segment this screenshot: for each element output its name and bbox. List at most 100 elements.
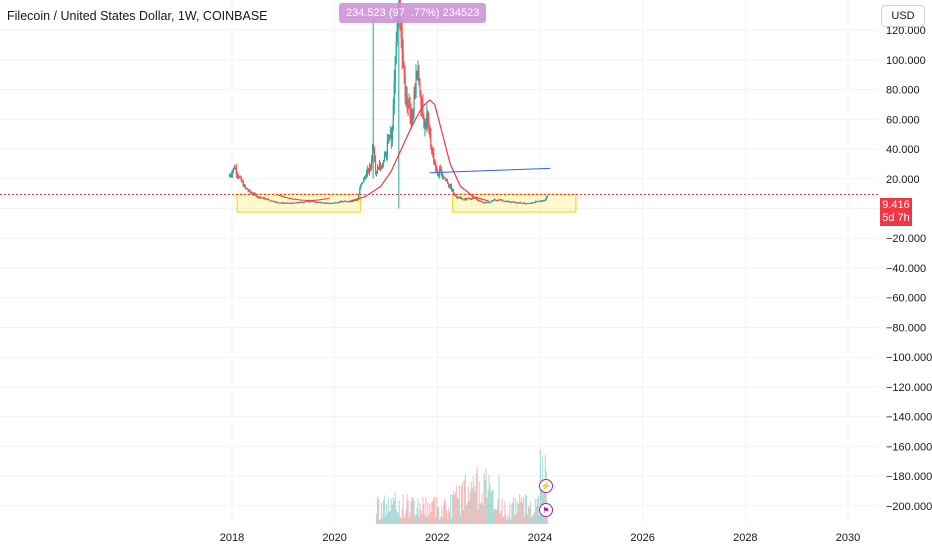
candle-body <box>337 202 339 204</box>
volume-bar <box>384 516 387 524</box>
volume-bar <box>386 513 388 524</box>
candle-body <box>239 177 241 179</box>
candle-body <box>411 109 413 124</box>
candle-body <box>294 202 297 204</box>
volume-bar <box>512 502 514 524</box>
candle-body <box>507 201 509 203</box>
price-axis[interactable]: 120.000 100.000 80.000 60.000 40.000 20.000 −2… <box>886 25 932 513</box>
volume-bar <box>524 516 526 524</box>
candle-body <box>451 189 454 191</box>
candle-body <box>524 202 526 204</box>
volume-bar <box>476 465 478 524</box>
candle-body <box>540 200 542 202</box>
candle-body <box>241 181 243 183</box>
volume-bar <box>402 494 404 524</box>
volume-bar <box>448 512 451 524</box>
candle-body <box>370 159 373 168</box>
candle-body <box>331 202 333 204</box>
moving-average-line <box>278 194 330 201</box>
volume-bars <box>375 449 548 524</box>
candle-body <box>287 202 289 204</box>
volume-bar <box>538 515 541 524</box>
candle-body <box>383 157 386 161</box>
candle-body <box>344 200 346 202</box>
volume-bar <box>450 518 453 524</box>
candle-body <box>402 51 404 66</box>
candle-body <box>418 69 420 85</box>
candle-body <box>237 175 239 178</box>
candle-body <box>469 198 471 200</box>
candle-body <box>542 200 544 202</box>
candle-body <box>231 171 233 175</box>
candle-body <box>235 168 237 174</box>
candle-body <box>347 201 349 203</box>
volume-bar <box>426 517 428 524</box>
volume-bar <box>463 479 465 524</box>
volume-bar <box>483 473 485 524</box>
trend-line <box>429 167 551 174</box>
candle-body <box>492 200 494 202</box>
volume-bar <box>491 489 493 524</box>
candle-body <box>426 113 428 126</box>
us-flag-icon[interactable]: ⚑ <box>539 503 553 517</box>
candle-body <box>310 201 312 203</box>
volume-bar <box>415 514 417 524</box>
candle-body <box>541 200 543 202</box>
candle-body <box>490 201 492 203</box>
volume-bar <box>511 504 513 524</box>
candle-body <box>487 202 489 204</box>
candle-body <box>522 203 524 205</box>
volume-bar <box>380 502 383 524</box>
candle-body <box>261 197 263 199</box>
candle-body <box>543 200 545 202</box>
candle-body <box>250 192 252 194</box>
candle-body <box>292 203 294 205</box>
volume-bar <box>510 519 512 524</box>
x-tick-label: 2028 <box>733 532 757 544</box>
volume-bar <box>434 496 436 524</box>
candle-body <box>465 198 467 200</box>
volume-bar <box>396 513 398 524</box>
price-candles <box>228 0 548 209</box>
candle-body <box>461 198 464 200</box>
volume-bar <box>466 502 468 524</box>
candle-body <box>441 170 443 177</box>
candle-body <box>323 202 325 204</box>
candle-body <box>488 202 490 204</box>
candle-body <box>378 163 381 170</box>
candle-body <box>473 197 475 199</box>
candle-body <box>374 160 377 173</box>
candle-body <box>332 202 334 204</box>
candle-body <box>275 201 277 203</box>
currency-button[interactable]: USD <box>881 5 925 27</box>
volume-bar <box>451 494 454 524</box>
candle-body <box>373 150 376 161</box>
volume-bar <box>492 490 494 524</box>
y-tick-label: 60.000 <box>886 114 920 126</box>
candle-body <box>230 174 233 176</box>
candle-body <box>284 202 286 204</box>
candle-body <box>502 200 504 202</box>
volume-bar <box>418 516 420 524</box>
candle-body <box>495 200 497 202</box>
candle-body <box>500 199 502 201</box>
volume-bar <box>462 509 464 524</box>
volume-bar <box>441 506 443 524</box>
volume-bar <box>528 508 531 524</box>
candle-body <box>244 185 246 188</box>
volume-bar <box>509 502 511 524</box>
candle-body <box>486 202 488 204</box>
lightning-icon[interactable]: ⚡ <box>539 479 553 493</box>
candle-body <box>405 94 407 96</box>
candle-body <box>480 201 482 203</box>
candle-body <box>385 154 387 156</box>
candle-body <box>340 201 342 203</box>
volume-bar <box>381 517 384 524</box>
volume-bar <box>531 515 534 524</box>
time-axis[interactable]: 2018 2020 2022 2024 2026 2028 2030 <box>220 532 860 544</box>
volume-bar <box>505 514 507 524</box>
candle-body <box>443 176 445 178</box>
candle-body <box>368 169 370 172</box>
candle-body <box>360 184 362 189</box>
